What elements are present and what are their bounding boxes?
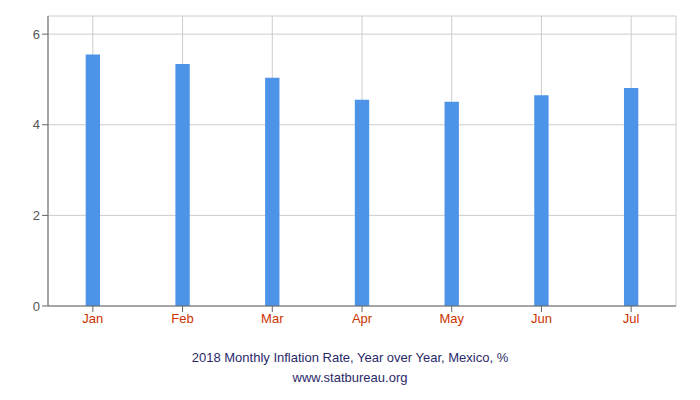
- svg-text:Mar: Mar: [261, 311, 284, 326]
- html-text:www.statbureau.org: www.statbureau.org: [292, 370, 408, 385]
- svg-text:Jul: Jul: [623, 311, 640, 326]
- svg-text:0: 0: [33, 299, 40, 314]
- svg-text:4: 4: [33, 117, 40, 132]
- svg-text:Jun: Jun: [531, 311, 552, 326]
- svg-text:Apr: Apr: [352, 311, 373, 326]
- svg-text:May: May: [439, 311, 464, 326]
- svg-text:Jan: Jan: [82, 311, 103, 326]
- svg-text:Feb: Feb: [171, 311, 193, 326]
- svg-text:2: 2: [33, 208, 40, 223]
- html-text:2018 Monthly Inflation Rate, Y: 2018 Monthly Inflation Rate, Year over Y…: [191, 350, 509, 365]
- svg-text:6: 6: [33, 27, 40, 42]
